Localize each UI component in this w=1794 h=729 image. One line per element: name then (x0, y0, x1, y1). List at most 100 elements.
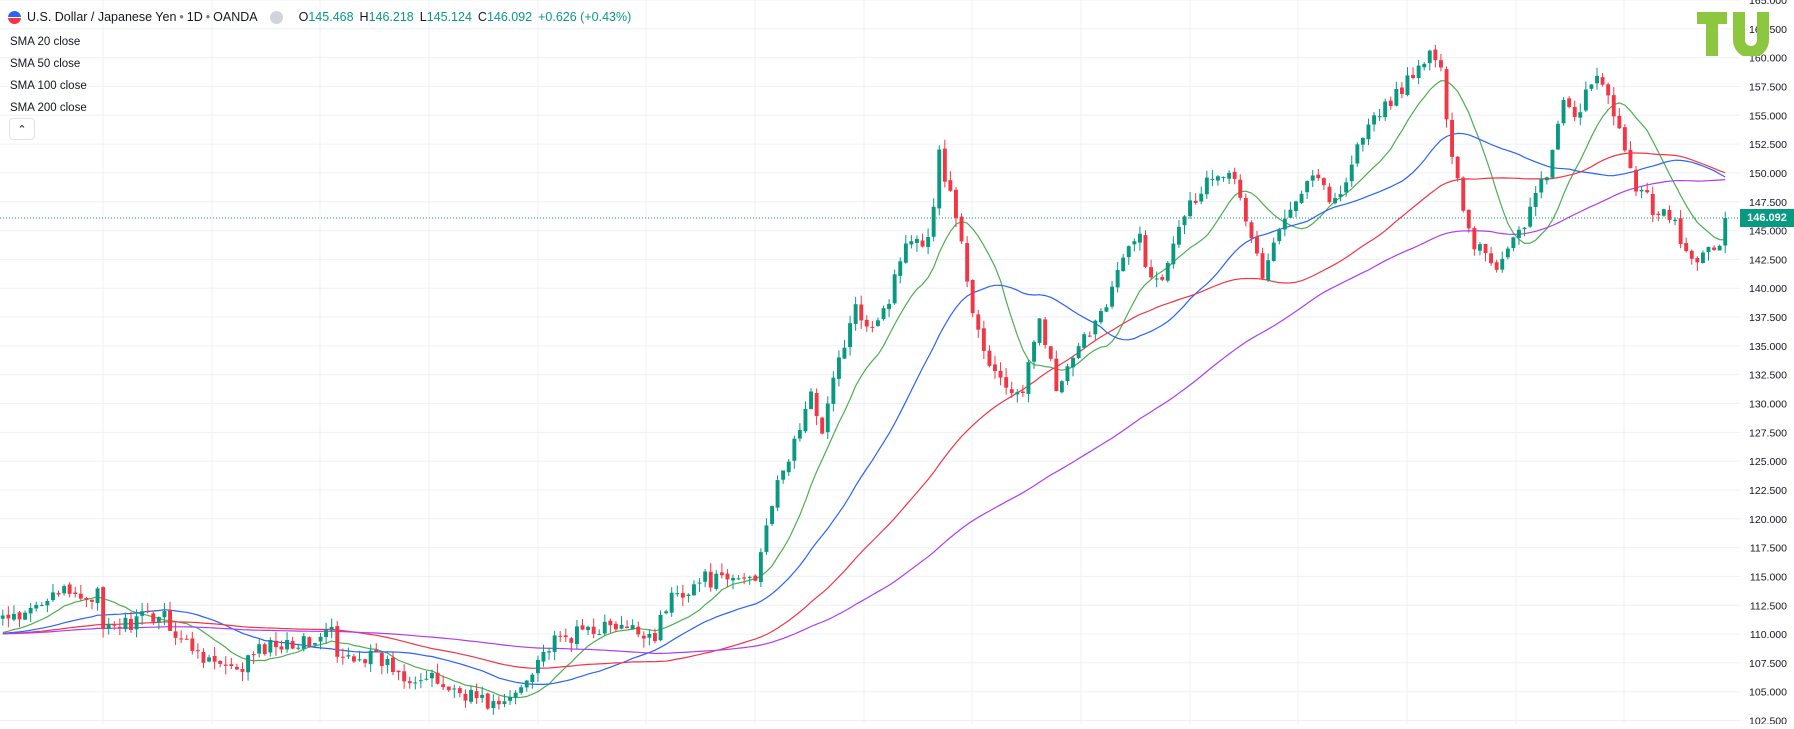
candle-body (1450, 120, 1454, 157)
candle-body (653, 633, 657, 642)
candle (630, 619, 635, 630)
candle (1394, 81, 1399, 107)
candle (207, 654, 211, 663)
candle (1544, 176, 1549, 185)
indicator-sma200[interactable]: SMA 200 close (10, 102, 87, 114)
price-axis-label: 127.500 (1749, 427, 1787, 439)
market-status-icon (269, 10, 283, 24)
candle-body (719, 572, 724, 576)
candle-body (976, 314, 981, 330)
candle-body (686, 594, 691, 596)
candle (246, 654, 250, 681)
candle-body (1059, 381, 1064, 393)
candle-body (1266, 260, 1271, 281)
candle (1667, 205, 1672, 224)
candle-body (1489, 253, 1493, 264)
candle-body (496, 700, 501, 705)
interval-label[interactable]: 1D (186, 10, 203, 24)
candle-body (881, 308, 886, 320)
candle (1684, 237, 1689, 253)
candle (1405, 67, 1410, 97)
candle-body (931, 206, 936, 237)
candle (1160, 274, 1165, 282)
candle-body (1255, 236, 1259, 254)
candle-body (1472, 228, 1477, 250)
candle (56, 590, 61, 597)
candle-body (491, 701, 496, 708)
high-number: 146.218 (368, 10, 414, 24)
candle (1611, 87, 1616, 126)
candle-body (725, 573, 730, 580)
candle-body (51, 592, 55, 601)
candle-body (207, 657, 211, 662)
candle (1277, 227, 1282, 245)
candle-body (1082, 334, 1087, 348)
candle (274, 632, 278, 656)
candle (1505, 246, 1510, 260)
candle-body (1433, 49, 1438, 61)
indicator-sma100[interactable]: SMA 100 close (10, 80, 87, 92)
candle (1099, 308, 1103, 325)
candle (1177, 220, 1181, 249)
candle (848, 315, 852, 356)
candle (324, 622, 328, 645)
candle (457, 686, 462, 698)
indicator-sma50[interactable]: SMA 50 close (10, 58, 81, 70)
candle (301, 632, 306, 652)
candle-body (1093, 320, 1098, 335)
candle (463, 689, 468, 708)
candle (34, 601, 39, 612)
candle-body (541, 651, 546, 662)
price-axis-label: 157.500 (1749, 82, 1787, 94)
candlesticks (0, 44, 1728, 715)
candle (51, 584, 55, 602)
candle-body (1132, 241, 1137, 245)
indicator-sma20[interactable]: SMA 20 close (10, 36, 81, 48)
candle (853, 296, 858, 331)
price-axis-label: 125.000 (1749, 456, 1787, 468)
candle-body (1177, 226, 1181, 245)
candle-body (1037, 318, 1042, 343)
price-axis-label: 155.000 (1749, 110, 1787, 122)
candle (1600, 73, 1605, 87)
candle-body (285, 640, 289, 650)
candle (513, 690, 518, 705)
candle (530, 672, 535, 689)
candle-body (151, 613, 156, 622)
candle (28, 602, 33, 622)
candle-body (1204, 177, 1209, 195)
candle-body (1678, 218, 1683, 244)
candle (636, 621, 641, 638)
candle-body (1695, 258, 1700, 263)
candle-body (1227, 172, 1232, 179)
candle-body (307, 637, 312, 646)
candle-body (714, 573, 719, 589)
candle-body (558, 635, 563, 637)
candle-body (1483, 244, 1488, 254)
symbol-name[interactable]: U.S. Dollar / Japanese Yen (27, 10, 177, 24)
candle (1048, 346, 1053, 362)
candle-body (1539, 179, 1544, 193)
candle-body (864, 319, 869, 327)
collapse-legend-button[interactable]: ⌃ (9, 118, 35, 140)
candle (1321, 177, 1326, 191)
candle (1210, 169, 1215, 187)
price-axis-label: 117.500 (1750, 543, 1787, 555)
candle-body (23, 612, 27, 620)
candle (770, 505, 774, 526)
candle (1093, 319, 1098, 340)
candle (1327, 183, 1332, 204)
candle (1444, 66, 1449, 128)
candle-body (1439, 60, 1443, 68)
candle (12, 605, 16, 622)
candle-body (62, 586, 67, 594)
candle-body (374, 649, 379, 652)
candle (597, 629, 602, 636)
candle-body (853, 304, 858, 324)
symbol-header[interactable]: U.S. Dollar / Japanese Yen • 1D • OANDA … (8, 8, 637, 26)
candle (340, 648, 345, 665)
candle (686, 593, 691, 603)
candle-body (1383, 101, 1388, 118)
